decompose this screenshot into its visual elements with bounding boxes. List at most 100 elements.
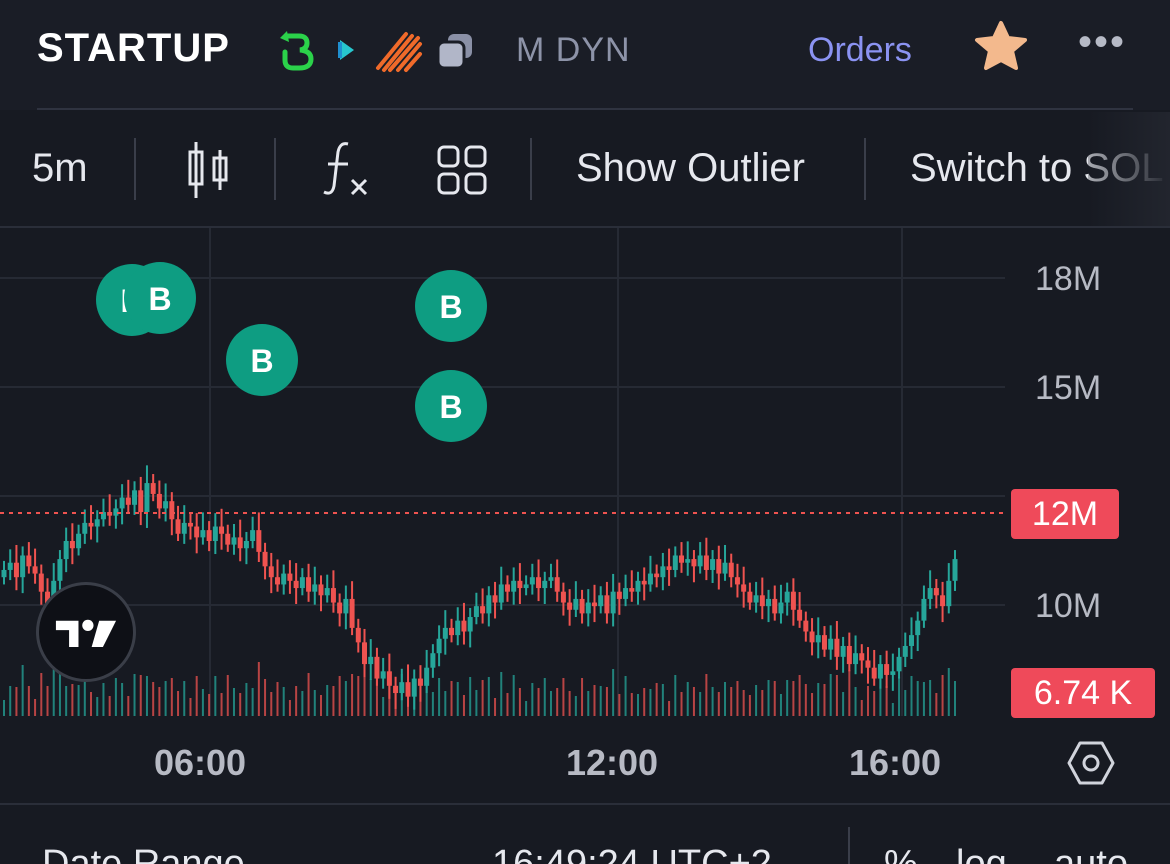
volume-bar [301, 691, 304, 716]
volume-bar [531, 683, 534, 716]
stripes-logo-icon[interactable] [372, 28, 424, 74]
volume-bar [220, 693, 223, 716]
volume-bar [3, 700, 5, 716]
volume-bar [288, 700, 291, 716]
grid-icon[interactable] [436, 144, 488, 196]
volume-bar [276, 682, 279, 716]
volume-bar [226, 675, 229, 716]
candle-body [386, 671, 392, 686]
candle-body [722, 562, 728, 574]
volume-bar [462, 695, 465, 716]
candle-body [94, 519, 100, 527]
volume-bar [494, 698, 497, 716]
volume-bar [562, 678, 565, 716]
show-outlier-button[interactable]: Show Outlier [576, 146, 805, 190]
candle-body [399, 682, 405, 694]
volume-bar [898, 677, 901, 716]
refresh-loop-icon[interactable] [277, 28, 321, 72]
volume-bar [792, 681, 795, 716]
interval-button[interactable]: 5m [32, 146, 88, 190]
candle-body [411, 678, 417, 697]
candle-body [212, 526, 218, 541]
volume-bar [239, 693, 242, 716]
y-axis-label: 15M [1035, 369, 1101, 407]
volume-bar [71, 684, 74, 716]
volume-bar [581, 678, 584, 716]
volume-bar [512, 675, 515, 716]
copy-icon[interactable] [434, 28, 478, 72]
volume-bar [52, 660, 55, 716]
candle-body [728, 562, 734, 578]
volume-bar [344, 681, 347, 716]
candle-body [834, 638, 840, 657]
orders-link[interactable]: Orders [808, 31, 912, 69]
more-icon[interactable]: ••• [1078, 20, 1127, 64]
candle-body [747, 591, 753, 603]
volume-bar [742, 690, 745, 716]
volume-bar [922, 682, 925, 716]
candle-body [697, 555, 703, 567]
candle-body [281, 573, 287, 585]
candle-body [219, 526, 225, 534]
candle-body [759, 595, 765, 607]
volume-bar [954, 681, 956, 716]
date-range-button[interactable]: Date Range ⌄ [42, 843, 291, 864]
x-axis-label: 16:00 [849, 742, 942, 783]
candle-body [591, 602, 597, 607]
candle-body [13, 562, 19, 578]
tradingview-logo-icon[interactable] [36, 582, 136, 682]
candle-body [156, 493, 162, 509]
volume-bar [121, 683, 124, 716]
candle-body [63, 541, 69, 560]
buy-marker [415, 370, 487, 442]
candle-body [554, 577, 560, 592]
candle-body [933, 588, 939, 596]
auto-toggle[interactable]: auto [1054, 843, 1128, 864]
ticker-title[interactable]: STARTUP [37, 26, 230, 70]
volume-bar [90, 692, 93, 716]
candle-body [7, 562, 13, 570]
candle-body [76, 533, 82, 549]
volume-bar [773, 681, 776, 716]
candle-body [865, 660, 871, 668]
candles-icon[interactable] [184, 140, 232, 200]
candlesticks [1, 465, 958, 710]
bottom-bar: Date Range ⌄ 16:49:24 UTC+2 % log auto [0, 803, 1170, 864]
candle-body [119, 497, 125, 509]
x-axis-label: 06:00 [154, 742, 247, 783]
volume-bar [133, 674, 136, 716]
volume-bar [58, 673, 61, 716]
candle-body [225, 533, 231, 545]
exchange-label[interactable]: M DYN [516, 31, 631, 69]
candle-body [206, 530, 212, 541]
candle-body [853, 653, 859, 665]
volume-bar [518, 688, 521, 716]
candle-body [679, 555, 685, 563]
settings-icon[interactable] [1066, 738, 1116, 788]
volume-bar [282, 687, 285, 716]
volume-bar [245, 683, 248, 716]
candle-body [175, 519, 181, 534]
candle-body [424, 667, 430, 686]
volume-bar [543, 678, 546, 716]
volume-bar [593, 685, 596, 716]
clock-readout[interactable]: 16:49:24 UTC+2 [492, 843, 772, 864]
volume-bar [114, 678, 117, 716]
percent-toggle[interactable]: % [884, 843, 918, 864]
candle-body [299, 577, 305, 589]
volume-bar [164, 681, 167, 716]
trade-markers: BBBBB [96, 262, 487, 442]
volume-bar [46, 686, 49, 716]
fx-icon[interactable] [322, 140, 372, 198]
candle-body [1, 569, 7, 578]
log-toggle[interactable]: log [956, 843, 1007, 864]
candle-body [256, 530, 262, 552]
play-icon[interactable] [334, 28, 360, 72]
candle-body [629, 588, 635, 592]
candle-body [766, 598, 772, 607]
candle-body [647, 573, 653, 585]
star-icon[interactable] [972, 20, 1030, 72]
candle-body [312, 584, 318, 592]
volume-bar [444, 691, 447, 716]
